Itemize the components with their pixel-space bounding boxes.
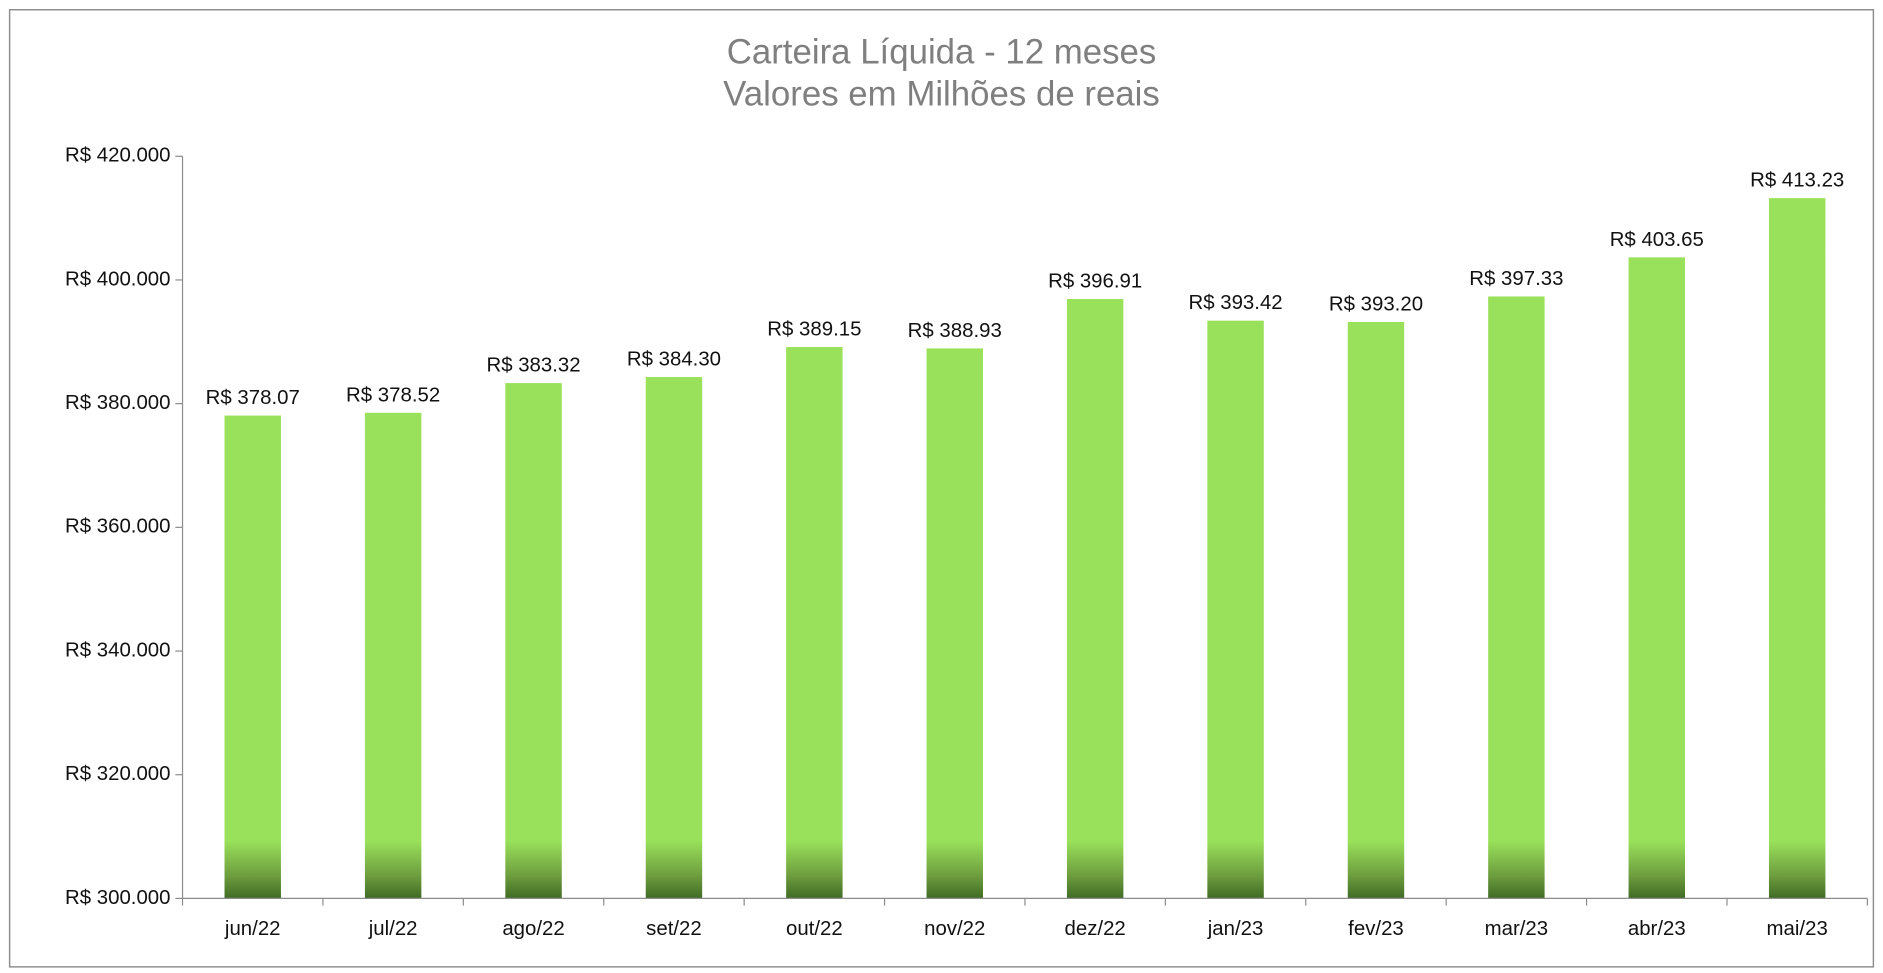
data-label: R$ 384.30	[627, 349, 721, 371]
bar	[786, 347, 843, 899]
bar	[224, 415, 281, 899]
y-tick-label: R$ 300.000	[65, 887, 171, 909]
chart-subtitle: Valores em Milhões de reais	[723, 74, 1160, 113]
x-tick-label: jun/22	[224, 918, 281, 940]
data-label: R$ 413.23	[1750, 170, 1844, 192]
data-label: R$ 396.91	[1048, 271, 1142, 293]
y-tick-label: R$ 380.000	[65, 392, 171, 414]
bar	[505, 383, 562, 899]
x-tick-label: abr/23	[1628, 918, 1686, 940]
bar	[1207, 320, 1264, 899]
data-label: R$ 403.65	[1610, 229, 1704, 251]
x-tick-label: mar/23	[1485, 918, 1549, 940]
bar	[1628, 257, 1686, 899]
y-tick-label: R$ 400.000	[65, 268, 171, 290]
bar	[1768, 198, 1826, 899]
bar	[1347, 322, 1405, 899]
data-label: R$ 397.33	[1469, 268, 1563, 290]
bar	[926, 348, 983, 899]
y-tick-label: R$ 320.000	[65, 763, 171, 785]
data-label: R$ 388.93	[908, 320, 1002, 342]
bar	[364, 412, 422, 899]
data-label: R$ 378.52	[346, 384, 440, 406]
bar	[1488, 296, 1545, 899]
bar	[645, 377, 703, 899]
x-tick-label: nov/22	[924, 918, 985, 940]
x-tick-label: fev/23	[1348, 918, 1404, 940]
x-tick-label: jan/23	[1207, 918, 1264, 940]
y-tick-label: R$ 420.000	[65, 145, 171, 167]
chart-title: Carteira Líquida - 12 meses	[727, 32, 1157, 71]
data-label: R$ 378.07	[206, 387, 300, 409]
y-tick-label: R$ 360.000	[65, 516, 171, 538]
x-tick-label: out/22	[786, 918, 843, 940]
x-tick-label: jul/22	[368, 918, 418, 940]
data-label: R$ 389.15	[767, 319, 861, 341]
x-tick-label: ago/22	[502, 918, 564, 940]
y-tick-label: R$ 340.000	[65, 639, 171, 661]
x-tick-label: set/22	[646, 918, 702, 940]
data-label: R$ 383.32	[486, 355, 580, 377]
data-label: R$ 393.42	[1188, 292, 1282, 314]
x-tick-label: dez/22	[1065, 918, 1126, 940]
bar	[1066, 299, 1124, 899]
x-tick-label: mai/23	[1767, 918, 1828, 940]
data-label: R$ 393.20	[1329, 294, 1423, 316]
